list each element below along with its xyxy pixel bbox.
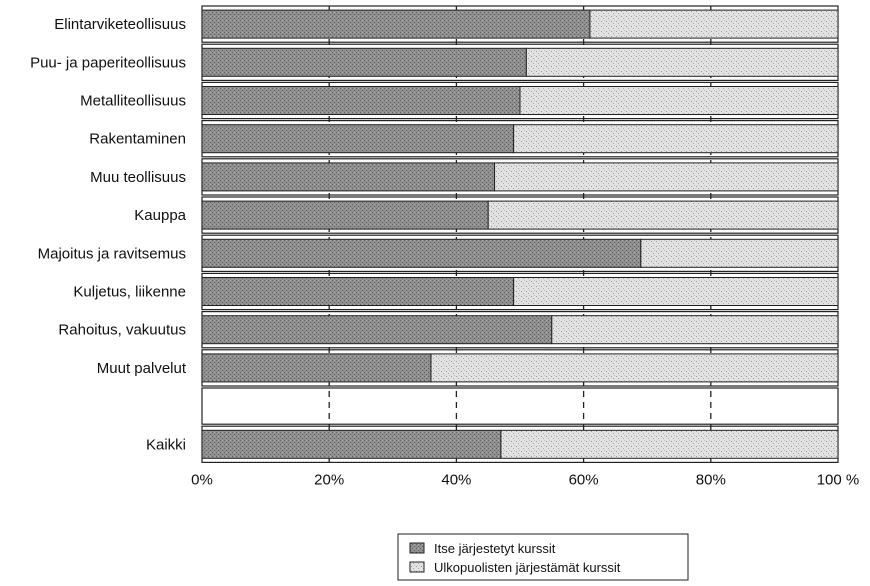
bar-external-courses [430, 353, 839, 383]
category-label: Kuljetus, liikenne [73, 284, 186, 301]
bar-external-courses [589, 9, 839, 39]
bar-own-courses [201, 429, 502, 459]
bar-external-courses [519, 86, 839, 115]
category-label: Rakentaminen [89, 131, 186, 148]
bar-own-courses [201, 9, 591, 39]
legend-swatch [409, 561, 425, 573]
bar-own-courses [201, 162, 496, 192]
legend: Itse järjestetyt kurssit Ulkopuolisten jä… [397, 533, 689, 581]
bar-own-courses [201, 277, 515, 306]
x-tick-label: 20% [314, 471, 344, 488]
category-label: Muu teollisuus [90, 169, 186, 186]
category-label: Puu- ja paperiteollisuus [30, 54, 186, 71]
category-label: Elintarviketeollisuus [54, 16, 186, 33]
bar-external-courses [640, 238, 839, 268]
bar-external-courses [487, 200, 839, 230]
bar-own-courses [201, 124, 515, 154]
bar-external-courses [525, 47, 839, 77]
category-label: Majoitus ja ravitsemus [38, 245, 186, 262]
bar-own-courses [201, 86, 521, 115]
legend-label: Itse järjestetyt kurssit [434, 541, 556, 556]
x-tick-label: 40% [441, 471, 471, 488]
bar-own-courses [201, 315, 553, 345]
category-label: Kauppa [134, 207, 186, 224]
row-frame [201, 387, 839, 425]
bar-external-courses [500, 429, 839, 459]
bar-own-courses [201, 353, 432, 383]
category-label: Rahoitus, vakuutus [58, 322, 186, 339]
x-tick-label: 100 % [817, 471, 860, 488]
category-label: Kaikki [146, 436, 186, 453]
legend-box [397, 533, 689, 581]
x-tick-label: 0% [191, 471, 213, 488]
category-label: Muut palvelut [97, 360, 187, 377]
bar-external-courses [551, 315, 839, 345]
x-tick-label: 80% [696, 471, 726, 488]
bar-external-courses [513, 277, 839, 306]
legend-label: Ulkopuolisten järjestämät kurssit [434, 560, 621, 575]
category-labels: Elintarviketeollisuus Puu- ja paperiteoll… [30, 16, 187, 453]
x-tick-label: 60% [569, 471, 599, 488]
bar-own-courses [201, 47, 527, 77]
bar-external-courses [494, 162, 839, 192]
x-tick-labels: 0% 20% 40% 60% 80% 100 % [191, 471, 859, 488]
legend-swatch [409, 542, 425, 554]
bar-own-courses [201, 200, 489, 230]
bar-external-courses [513, 124, 839, 154]
category-label: Metalliteollisuus [80, 93, 186, 110]
bar-own-courses [201, 238, 642, 268]
bars [201, 9, 839, 459]
